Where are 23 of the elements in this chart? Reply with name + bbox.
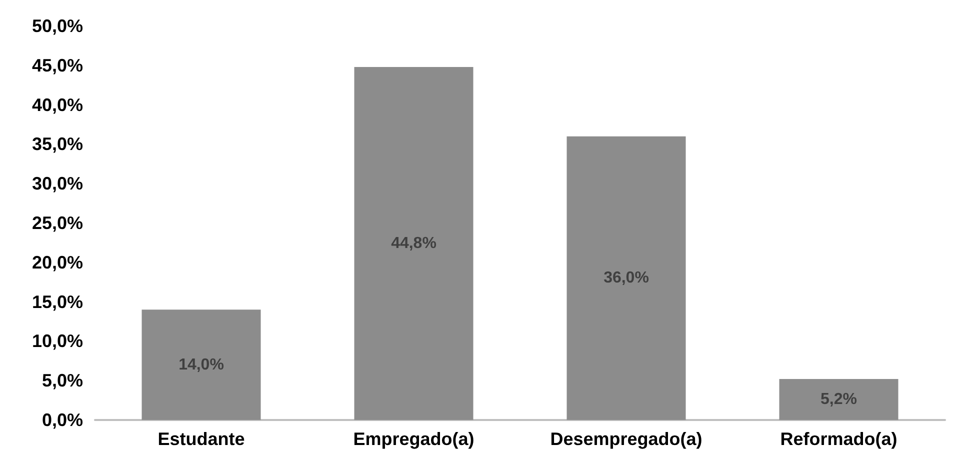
- y-tick-label: 30,0%: [32, 174, 83, 194]
- y-tick-label: 50,0%: [32, 16, 83, 36]
- y-tick-label: 25,0%: [32, 213, 83, 233]
- bar: [142, 310, 261, 420]
- x-tick-label: Empregado(a): [353, 429, 474, 449]
- data-label: 44,8%: [391, 234, 436, 252]
- y-tick-label: 10,0%: [32, 331, 83, 352]
- y-tick-label: 20,0%: [32, 252, 83, 272]
- data-label: 14,0%: [178, 356, 224, 374]
- y-tick-label: 0,0%: [42, 410, 83, 430]
- x-tick-label: Estudante: [158, 429, 245, 449]
- bar: [354, 66, 474, 420]
- data-label: 5,2%: [820, 391, 857, 408]
- y-tick-label: 45,0%: [32, 55, 83, 76]
- bar: [779, 379, 898, 420]
- x-tick-label: Reformado(a): [780, 429, 898, 449]
- x-tick-label: Desempregado(a): [550, 429, 702, 449]
- y-tick-label: 35,0%: [32, 134, 83, 154]
- y-tick-label: 15,0%: [32, 292, 83, 312]
- y-tick-label: 5,0%: [42, 370, 83, 391]
- y-tick-label: 40,0%: [32, 94, 83, 115]
- data-label: 36,0%: [604, 270, 649, 287]
- bar: [566, 136, 686, 420]
